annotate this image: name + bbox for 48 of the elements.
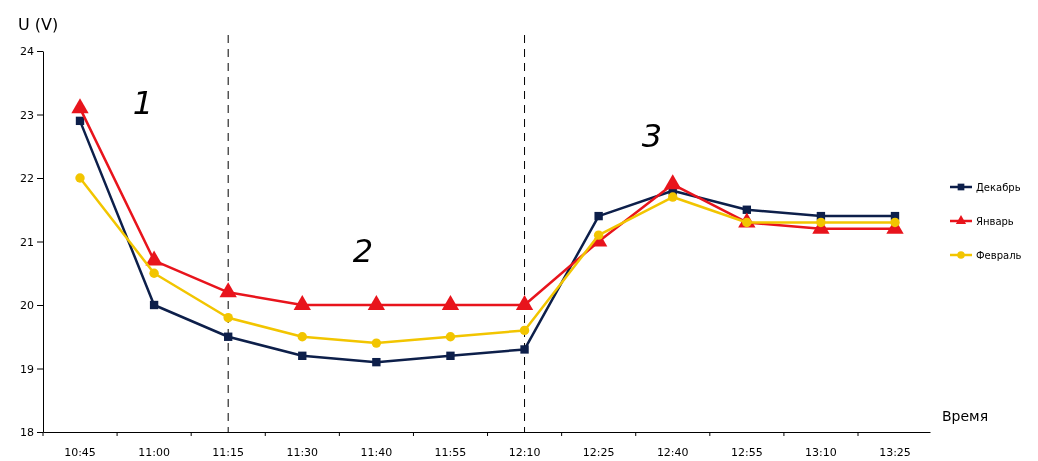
point — [445, 332, 456, 342]
point — [668, 192, 678, 202]
point — [149, 300, 159, 310]
x-tick-label: 11:30 — [286, 446, 319, 459]
y-tick-label: 20 — [20, 299, 34, 313]
point — [371, 338, 382, 348]
point — [75, 173, 85, 183]
legend-label: Февраль — [976, 250, 1022, 261]
x-tick-label: 12:40 — [656, 446, 689, 459]
x-tick-label: 13:10 — [805, 446, 837, 459]
point — [890, 217, 900, 228]
point — [372, 357, 381, 367]
y-axis-title: U (V) — [18, 15, 59, 34]
y-tick-label: 22 — [20, 172, 34, 186]
y-tick-label: 23 — [20, 108, 34, 122]
point — [742, 205, 751, 214]
x-tick-label: 11:40 — [360, 446, 393, 459]
x-tick-label: 13:25 — [879, 446, 911, 459]
x-tick-label: 11:00 — [138, 446, 170, 459]
point — [520, 345, 529, 354]
legend-label: Январь — [976, 216, 1014, 227]
x-tick-label: 11:15 — [212, 446, 245, 459]
point — [446, 351, 455, 360]
x-axis-title: Время — [942, 408, 989, 424]
x-tick-label: 12:55 — [730, 446, 763, 459]
y-tick-label: 24 — [20, 45, 34, 59]
x-tick-label: 11:55 — [434, 446, 467, 459]
annotation: 1 — [132, 84, 154, 122]
y-tick-label: 21 — [20, 235, 34, 249]
x-tick-label: 12:10 — [508, 446, 541, 459]
point — [224, 332, 233, 341]
point — [816, 217, 826, 228]
legend-label: Декабрь — [976, 182, 1021, 193]
point — [593, 230, 604, 240]
point — [298, 351, 307, 360]
point — [71, 98, 89, 114]
point — [75, 116, 85, 126]
x-tick-label: 12:25 — [582, 446, 615, 459]
annotation: 2 — [352, 232, 374, 270]
point — [223, 312, 233, 323]
y-tick-label: 18 — [20, 426, 34, 440]
annotation: 3 — [641, 117, 663, 155]
point — [594, 211, 603, 221]
y-tick-label: 19 — [20, 362, 34, 376]
point — [149, 268, 159, 278]
point — [519, 325, 530, 336]
point — [297, 332, 307, 342]
x-tick-label: 10:45 — [64, 446, 96, 459]
